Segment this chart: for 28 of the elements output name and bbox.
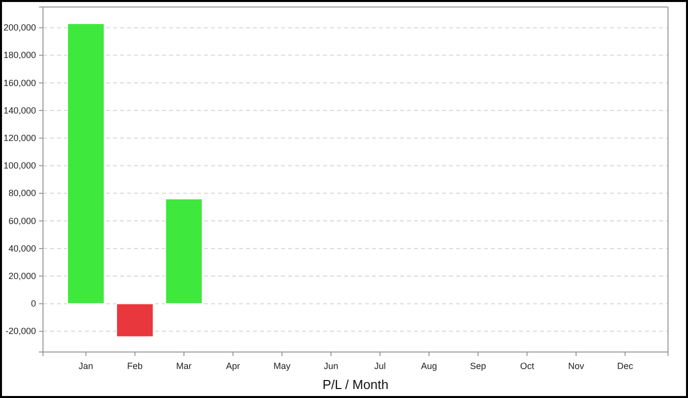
y-tick-label: 0 <box>30 298 36 309</box>
y-tick-label: 140,000 <box>3 105 36 116</box>
x-tick-label: Mar <box>176 360 192 371</box>
x-tick-label: Nov <box>568 360 585 371</box>
y-tick-label: 200,000 <box>3 22 36 33</box>
x-axis-title: P/L / Month <box>322 377 388 392</box>
x-tick-label: Dec <box>617 360 634 371</box>
x-tick-label: Feb <box>127 360 143 371</box>
x-tick-label: Aug <box>421 360 438 371</box>
y-tick-label: 80,000 <box>8 188 36 198</box>
x-tick-label: Jan <box>78 360 94 371</box>
y-tick-label: 60,000 <box>8 216 36 226</box>
bar <box>67 23 105 304</box>
bar <box>165 198 203 304</box>
x-tick-label: May <box>273 360 291 371</box>
x-tick-label: Oct <box>520 360 535 371</box>
y-tick-label: 180,000 <box>3 50 36 60</box>
x-tick-label: Sep <box>470 360 486 371</box>
x-tick-label: Jul <box>374 360 386 371</box>
y-tick-label: 120,000 <box>3 132 36 143</box>
y-tick-label: 100,000 <box>3 160 36 171</box>
x-tick-label: Apr <box>226 360 240 371</box>
y-tick-label: 40,000 <box>8 243 36 254</box>
y-tick-label: 20,000 <box>8 270 36 281</box>
y-tick-label: 160,000 <box>3 78 36 88</box>
x-tick-label: Jun <box>324 360 338 371</box>
y-tick-label: -20,000 <box>5 326 36 336</box>
bar <box>116 303 154 338</box>
